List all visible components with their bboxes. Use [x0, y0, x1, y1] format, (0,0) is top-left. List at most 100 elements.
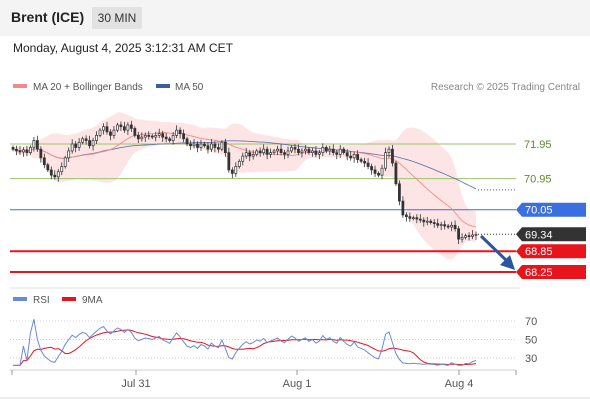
- candle-down: [136, 135, 140, 140]
- level-68-25-label: 68.25: [525, 267, 553, 279]
- candle-up: [237, 160, 241, 167]
- candle-down: [18, 150, 22, 153]
- level-69-34-label: 69.34: [525, 229, 553, 241]
- candle-up: [471, 234, 474, 237]
- ma20-legend-swatch: [13, 84, 27, 88]
- candle-down: [223, 141, 227, 153]
- level-labels: 71.95 70.95 70.05 69.34 68.85 68.25: [516, 139, 586, 279]
- candle-down: [15, 148, 18, 152]
- candle-down: [279, 148, 283, 153]
- candle-down: [11, 147, 15, 150]
- candle-up: [300, 150, 304, 153]
- candle-down: [349, 155, 353, 159]
- x-tick-label: Aug 4: [445, 378, 474, 390]
- candle-up: [81, 138, 85, 143]
- candle-up: [29, 147, 32, 153]
- candle-up: [338, 148, 342, 155]
- candle-down: [373, 169, 377, 174]
- candle-up: [22, 149, 25, 153]
- candle-up: [310, 150, 314, 153]
- chart-header: Brent (ICE) 30 MIN: [0, 0, 590, 36]
- candle-down: [401, 200, 405, 216]
- candle-up: [411, 217, 415, 220]
- candle-down: [345, 152, 349, 157]
- candle-down: [213, 143, 217, 148]
- candle-up: [380, 167, 384, 176]
- rsi-tick-30: 30: [525, 353, 537, 365]
- candle-up: [126, 124, 130, 131]
- rsi-legend-label: RSI: [33, 295, 50, 306]
- candle-up: [464, 235, 467, 238]
- forecast-arrow: [479, 234, 515, 270]
- candle-down: [109, 131, 112, 136]
- candle-down: [35, 140, 39, 150]
- candle-down: [147, 135, 151, 137]
- rsi-tick-70: 70: [525, 316, 537, 328]
- instrument-title: Brent (ICE): [11, 9, 85, 25]
- candle-down: [49, 169, 53, 176]
- candle-up: [352, 154, 356, 159]
- candle-down: [324, 147, 328, 152]
- candle-up: [384, 152, 387, 169]
- rsi-tick-50: 50: [525, 335, 537, 347]
- candle-down: [457, 228, 460, 240]
- candle-up: [56, 171, 60, 178]
- ma50-legend-swatch: [156, 84, 170, 88]
- candle-down: [422, 219, 426, 223]
- forecast-arrow-line: [479, 234, 510, 264]
- candle-down: [265, 148, 269, 155]
- candle-down: [453, 224, 457, 230]
- candle-down: [356, 154, 360, 160]
- candle-down: [366, 162, 370, 167]
- candle-down: [182, 133, 185, 140]
- candle-up: [251, 154, 255, 157]
- candle-down: [418, 218, 422, 221]
- candle-down: [467, 235, 471, 238]
- candle-down: [370, 166, 373, 171]
- candle-up: [98, 129, 102, 136]
- candle-down: [314, 150, 318, 155]
- candle-down: [394, 162, 398, 185]
- candle-down: [133, 128, 137, 136]
- candle-down: [119, 124, 123, 128]
- candle-up: [304, 148, 307, 152]
- candle-down: [363, 160, 366, 164]
- candle-up: [192, 143, 196, 147]
- ma20-path: [12, 132, 477, 228]
- candle-down: [39, 148, 43, 159]
- candle-down: [335, 152, 339, 155]
- rsi-ma-path: [13, 329, 477, 366]
- timeframe-badge[interactable]: 30 MIN: [92, 7, 142, 29]
- candle-up: [317, 152, 321, 155]
- candle-down: [123, 126, 126, 131]
- level-70-95-label: 70.95: [524, 174, 552, 186]
- candle-up: [77, 141, 81, 148]
- candle-up: [102, 126, 105, 131]
- candle-down: [53, 174, 57, 178]
- candle-down: [168, 138, 172, 141]
- ma20-legend-label: MA 20 + Bollinger Bands: [33, 82, 143, 93]
- candle-up: [220, 141, 224, 150]
- candle-down: [331, 148, 335, 153]
- candle-up: [321, 147, 325, 153]
- candle-up: [474, 233, 478, 236]
- rsi-legend-swatch: [13, 297, 27, 301]
- candle-down: [84, 138, 88, 141]
- rsi-panel: 30 50 70: [10, 316, 537, 366]
- candle-down: [206, 145, 210, 150]
- candle-up: [32, 140, 36, 148]
- level-68-85-label: 68.85: [525, 246, 553, 258]
- candle-down: [164, 136, 168, 140]
- candle-down: [248, 152, 252, 157]
- level-68-85-tag: [516, 244, 586, 259]
- candle-down: [42, 157, 46, 166]
- level-70-05-tag: [516, 202, 586, 217]
- candle-up: [95, 135, 98, 141]
- candle-up: [143, 135, 147, 138]
- timestamp: Monday, August 4, 2025 3:12:31 AM CET: [13, 41, 233, 55]
- x-tick-label: Aug 1: [283, 378, 312, 390]
- candle-up: [70, 143, 74, 152]
- candle-down: [443, 224, 447, 227]
- candle-up: [425, 220, 429, 223]
